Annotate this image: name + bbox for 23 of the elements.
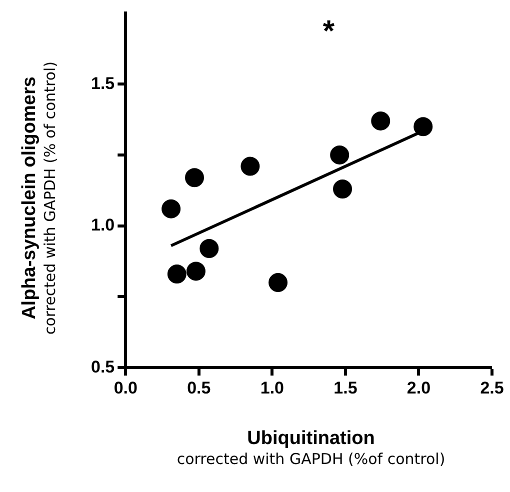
point bbox=[240, 156, 260, 176]
annotation: * bbox=[322, 15, 334, 50]
point bbox=[333, 179, 352, 198]
x-tick-label: 0.0 bbox=[114, 378, 138, 398]
y-axis-title: Alpha-synuclein oligomers corrected with GAPDH (% of control) bbox=[19, 60, 59, 337]
point bbox=[414, 117, 433, 136]
point bbox=[330, 145, 350, 164]
y-tick-label: 1.0 bbox=[90, 216, 115, 235]
x-tick-label: 1.5 bbox=[334, 378, 358, 398]
point bbox=[268, 273, 288, 292]
x-tick-label: 0.5 bbox=[187, 378, 211, 398]
x-tick-label: 2.5 bbox=[480, 378, 504, 398]
point bbox=[371, 111, 390, 130]
y-tick-label: 1.5 bbox=[90, 74, 115, 93]
point bbox=[186, 262, 206, 281]
point bbox=[162, 199, 181, 218]
x-tick-label: 2.0 bbox=[406, 378, 431, 398]
x-axis-title: Ubiquitination corrected with GAPDH (%of control) bbox=[176, 428, 446, 468]
x-tick-label: 1.0 bbox=[260, 378, 284, 398]
point bbox=[185, 168, 204, 188]
y-tick-label: 0.5 bbox=[90, 357, 115, 376]
point bbox=[167, 264, 186, 284]
point bbox=[200, 239, 219, 258]
